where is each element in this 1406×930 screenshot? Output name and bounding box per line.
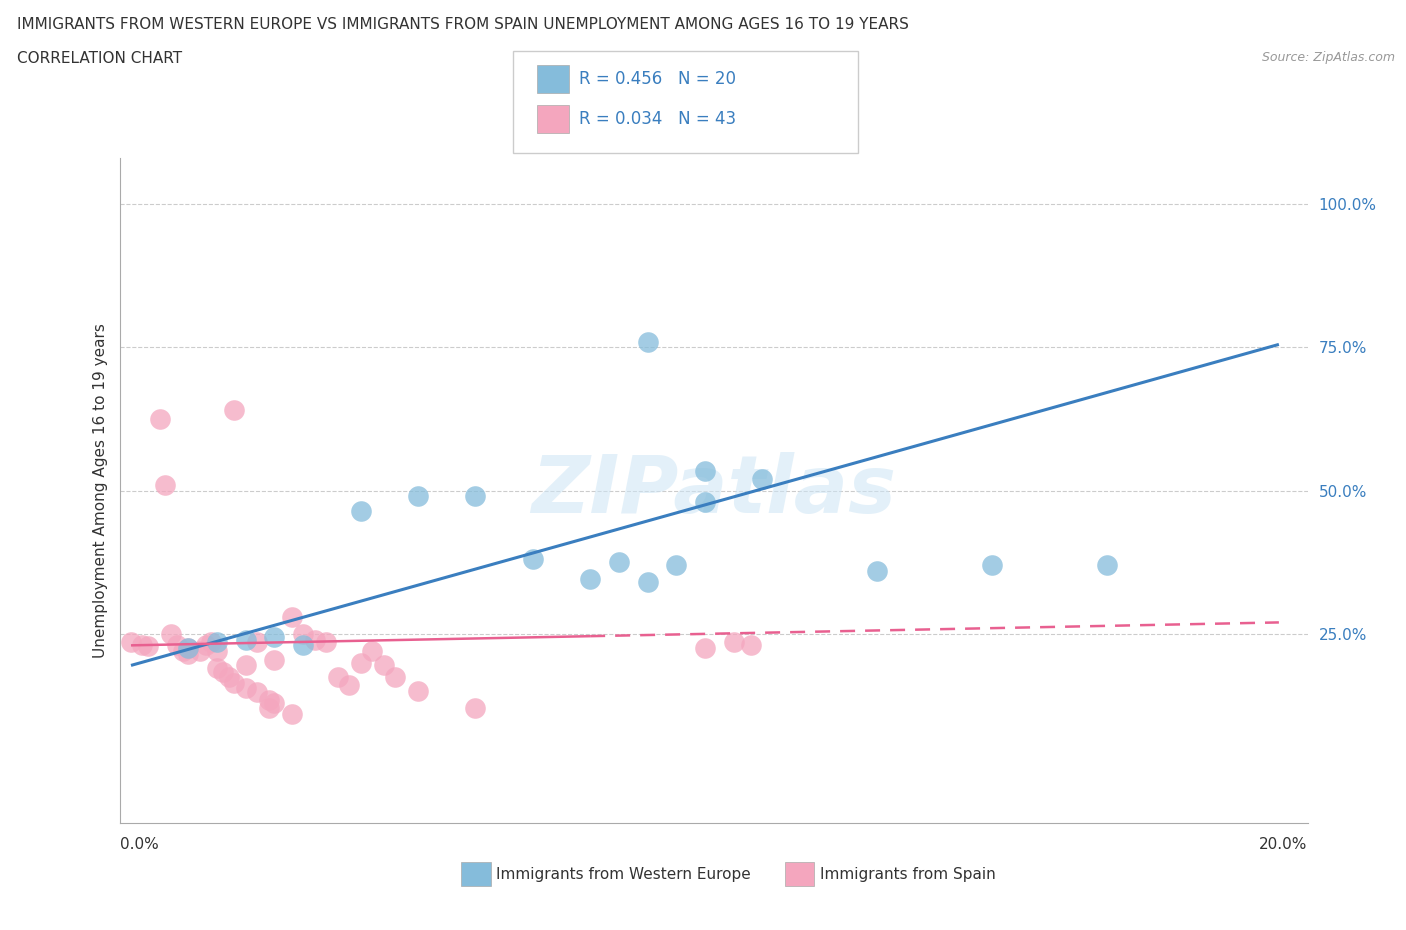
Point: [235, 681, 257, 696]
Point: [257, 692, 280, 707]
Point: [579, 572, 602, 587]
Point: [693, 495, 716, 510]
Point: [280, 609, 302, 624]
Point: [177, 641, 200, 656]
Point: [211, 665, 233, 680]
Point: [194, 638, 217, 653]
Point: [263, 696, 285, 711]
Text: CORRELATION CHART: CORRELATION CHART: [17, 51, 181, 66]
Text: R = 0.034   N = 43: R = 0.034 N = 43: [579, 110, 737, 128]
Point: [406, 684, 429, 698]
Point: [177, 646, 200, 661]
Point: [235, 658, 257, 672]
Point: [246, 684, 269, 699]
Point: [693, 463, 716, 478]
Point: [205, 661, 228, 676]
Point: [224, 675, 246, 690]
Point: [292, 638, 315, 653]
Point: [637, 575, 659, 590]
Point: [349, 655, 371, 670]
Text: IMMIGRANTS FROM WESTERN EUROPE VS IMMIGRANTS FROM SPAIN UNEMPLOYMENT AMONG AGES : IMMIGRANTS FROM WESTERN EUROPE VS IMMIGR…: [17, 17, 908, 32]
Point: [131, 638, 153, 653]
Point: [304, 632, 326, 647]
Point: [740, 638, 762, 653]
Point: [292, 627, 315, 642]
Point: [637, 334, 659, 349]
Point: [136, 639, 159, 654]
Point: [464, 489, 486, 504]
Point: [263, 630, 285, 644]
Point: [160, 627, 183, 642]
Point: [172, 644, 194, 658]
Point: [200, 635, 222, 650]
Point: [373, 658, 395, 672]
Point: [337, 678, 360, 693]
Point: [980, 558, 1002, 573]
Point: [751, 472, 773, 486]
Point: [315, 635, 337, 650]
Point: [326, 670, 349, 684]
Point: [349, 503, 371, 518]
Point: [693, 641, 716, 656]
Point: [1095, 558, 1118, 573]
Point: [149, 411, 172, 426]
Point: [723, 635, 745, 650]
Point: [263, 652, 285, 667]
Text: Immigrants from Spain: Immigrants from Spain: [820, 867, 995, 882]
Point: [522, 551, 544, 566]
Text: 20.0%: 20.0%: [1260, 837, 1308, 852]
Point: [665, 558, 688, 573]
Point: [166, 638, 188, 653]
Point: [188, 644, 211, 658]
Point: [607, 555, 630, 570]
Point: [224, 403, 246, 418]
Point: [205, 635, 228, 650]
Point: [120, 635, 142, 650]
Point: [177, 641, 200, 656]
Point: [246, 635, 269, 650]
Text: ZIPatlas: ZIPatlas: [531, 452, 896, 529]
Point: [280, 707, 302, 722]
Point: [361, 644, 384, 658]
Text: 0.0%: 0.0%: [120, 837, 159, 852]
Y-axis label: Unemployment Among Ages 16 to 19 years: Unemployment Among Ages 16 to 19 years: [93, 323, 108, 658]
Point: [464, 701, 486, 716]
Point: [406, 489, 429, 504]
Point: [155, 477, 177, 492]
Point: [218, 670, 240, 684]
Point: [866, 564, 889, 578]
Point: [205, 644, 228, 658]
Point: [384, 670, 406, 684]
Text: Immigrants from Western Europe: Immigrants from Western Europe: [496, 867, 751, 882]
Point: [257, 701, 280, 716]
Point: [235, 632, 257, 647]
Text: Source: ZipAtlas.com: Source: ZipAtlas.com: [1261, 51, 1395, 64]
Text: R = 0.456   N = 20: R = 0.456 N = 20: [579, 70, 737, 88]
